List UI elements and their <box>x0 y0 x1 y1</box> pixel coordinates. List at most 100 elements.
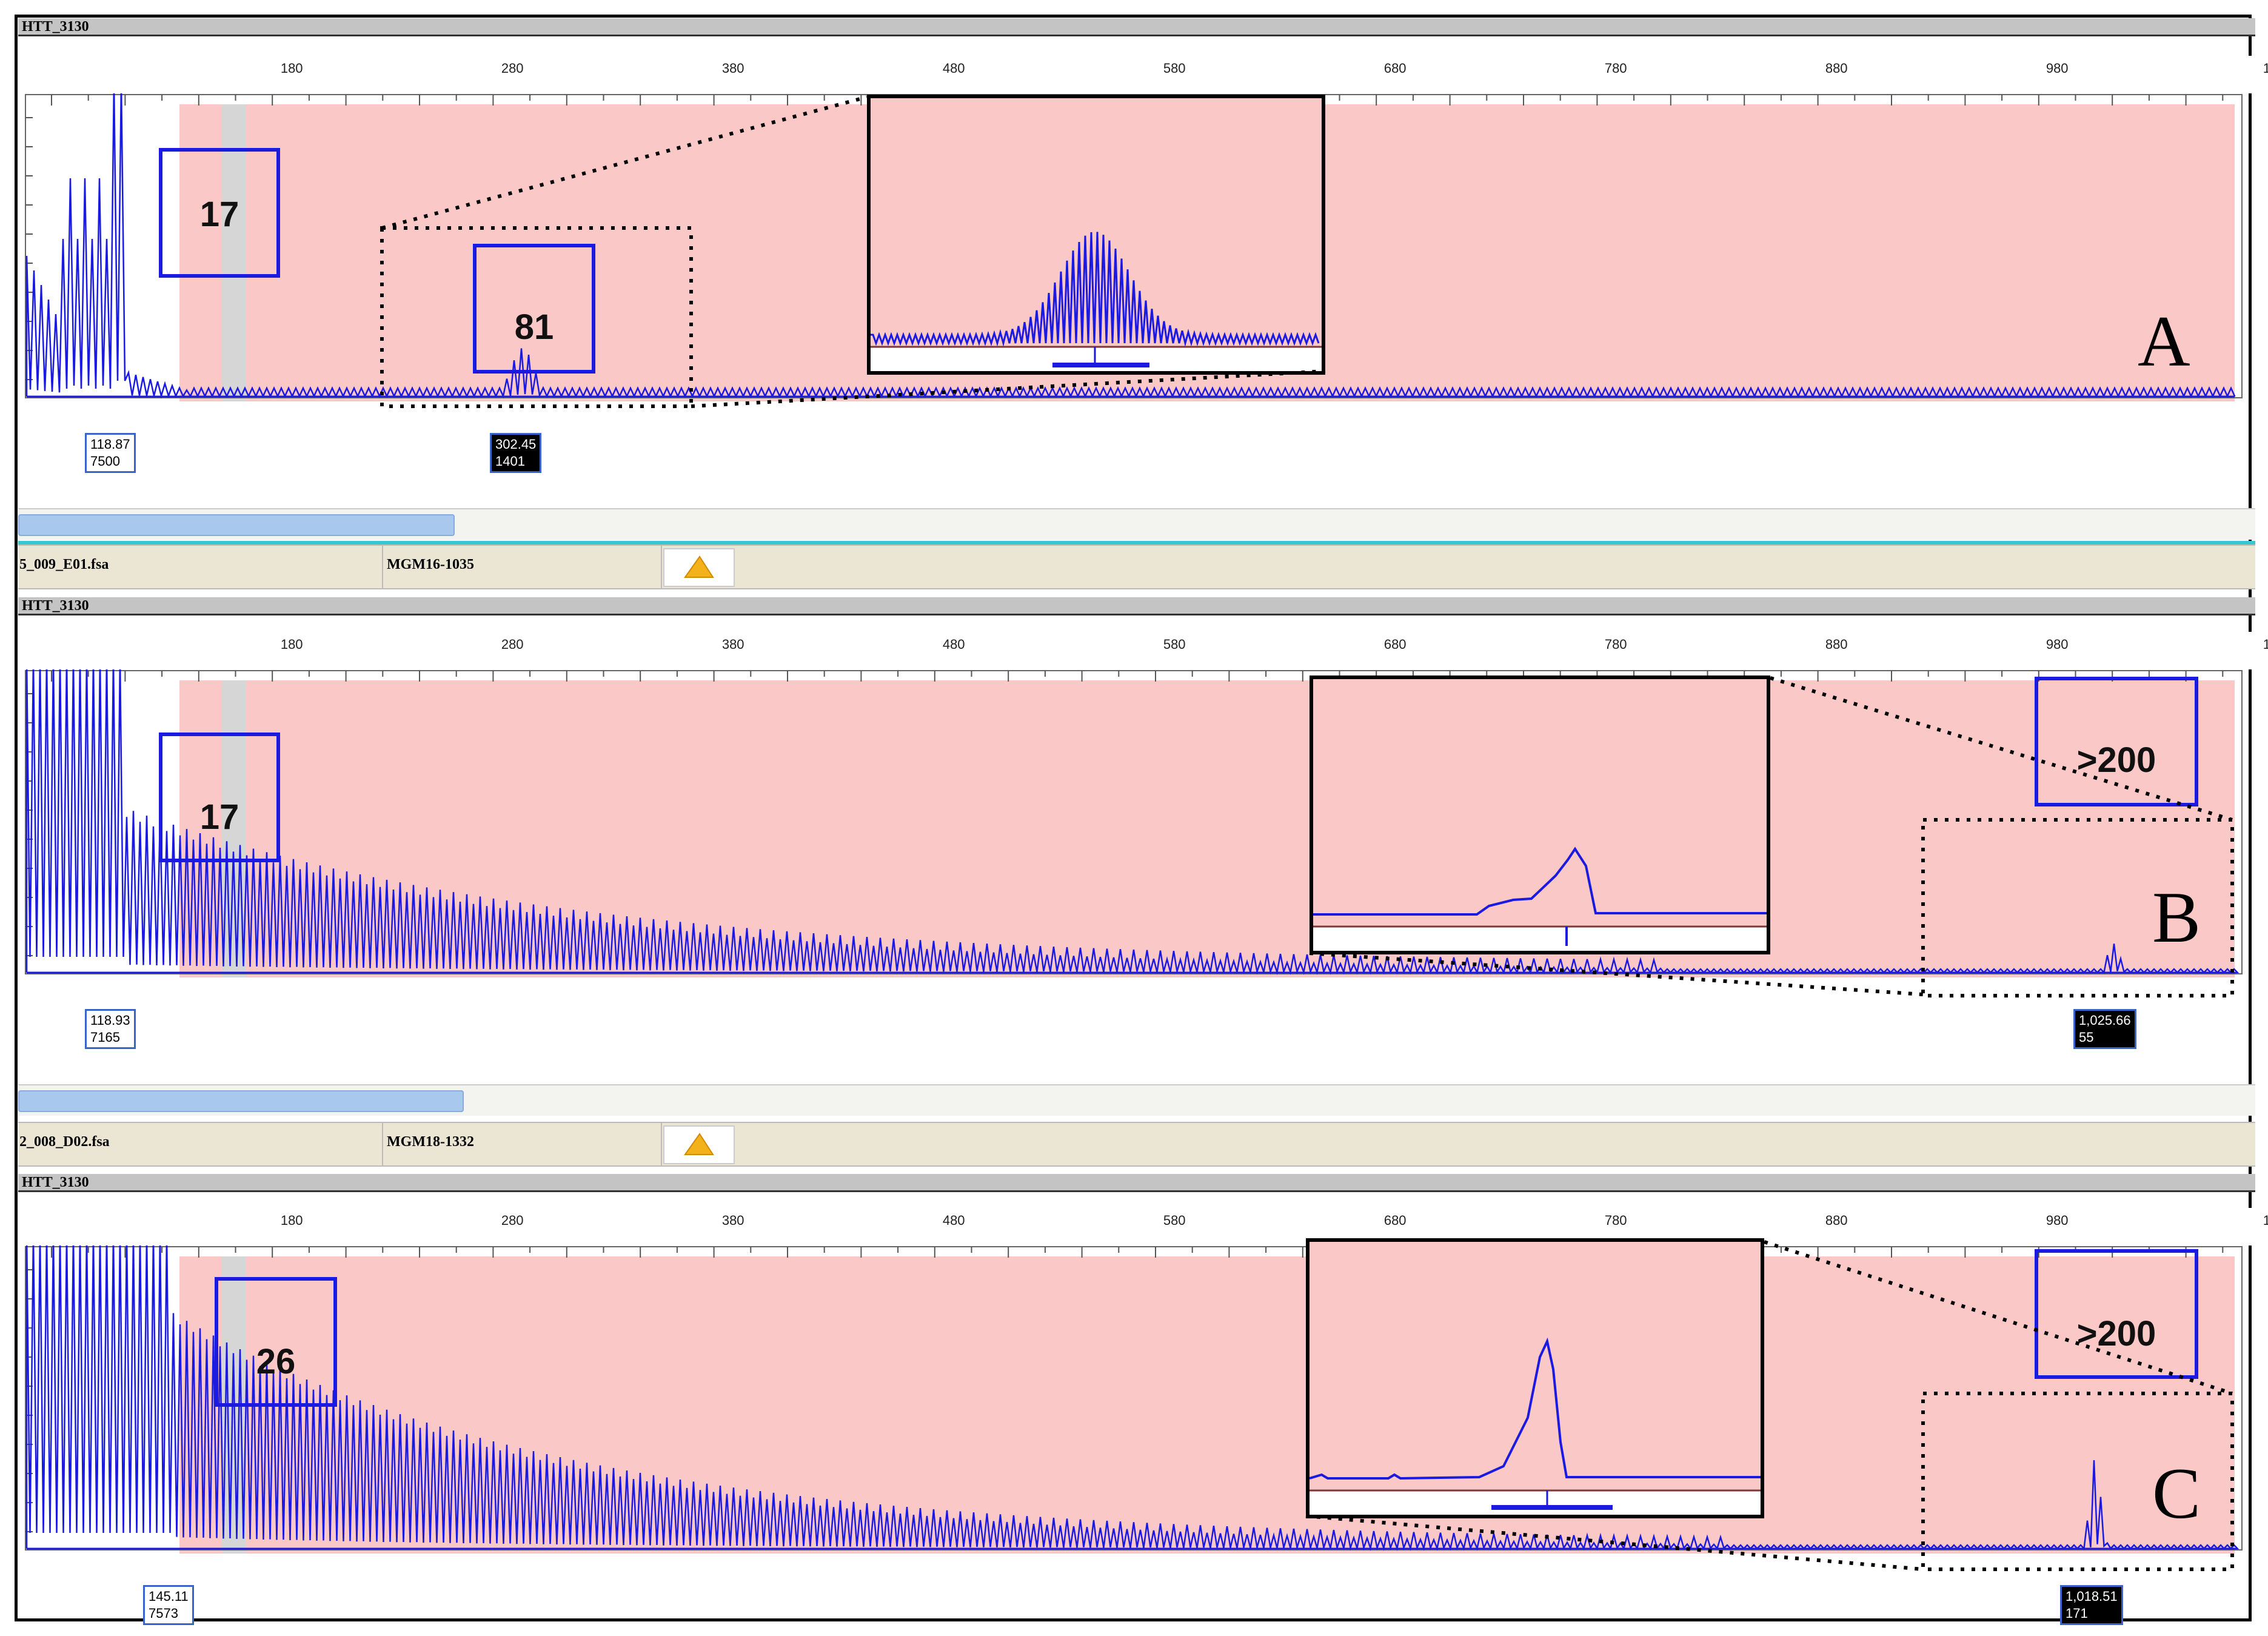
x-tick-label: 380 <box>721 61 744 76</box>
panel-a-peak-right-label[interactable]: 302.45 1401 <box>490 433 542 473</box>
inset-background <box>1313 679 1767 951</box>
x-tick-label: 880 <box>1825 1213 1848 1228</box>
panel-c-axis: 180 280 380 480 580 680 780 880 980 1080 <box>18 1208 2268 1245</box>
panel-b-axis: 180 280 380 480 580 680 780 880 980 1080 <box>18 632 2268 669</box>
inset-trace <box>871 232 1320 347</box>
panel-c-inset-svg <box>1310 1242 1761 1515</box>
panel-b-trace-svg <box>24 669 2243 997</box>
repeat-count: 26 <box>256 1342 296 1381</box>
x-tick-label: 280 <box>501 61 524 76</box>
panel-b-zoom-inset <box>1310 676 1770 954</box>
peak-size: 145.11 <box>149 1589 189 1604</box>
inset-base <box>1313 927 1767 951</box>
warning-icon <box>684 1133 714 1155</box>
x-tick-label: 580 <box>1163 637 1186 652</box>
x-tick-label: 180 <box>280 61 303 76</box>
x-tick-label: 180 <box>280 637 303 652</box>
plot-frame <box>25 1246 2243 1551</box>
panel-a-inset-svg <box>871 98 1322 371</box>
panel-b-sample-name[interactable]: MGM16-1035 <box>387 557 474 572</box>
x-tick-label: 980 <box>2046 637 2069 652</box>
repeat-box-c1: 26 <box>215 1277 337 1407</box>
warning-icon <box>684 555 714 578</box>
peak-size: 1,025.66 <box>2079 1013 2131 1028</box>
repeat-box-c2: >200 <box>2035 1249 2198 1379</box>
panel-a-header: HTT_3130 <box>18 18 2255 36</box>
panel-b-scrollbar[interactable] <box>18 1084 2255 1116</box>
strip-divider <box>382 1123 383 1167</box>
panel-c-peak-left-label[interactable]: 145.11 7573 <box>143 1585 194 1625</box>
peak-height: 171 <box>2066 1606 2088 1621</box>
x-tick-label: 480 <box>942 1213 965 1228</box>
selection-divider <box>18 541 2255 545</box>
x-tick-label: 980 <box>2046 61 2069 76</box>
panel-a-axis: 180 280 380 480 580 680 780 880 980 1080 <box>18 56 2268 93</box>
repeat-count: 17 <box>199 797 239 837</box>
x-tick-label: 680 <box>1383 61 1407 76</box>
x-tick-label: 580 <box>1163 1213 1186 1228</box>
strip-divider <box>661 546 662 589</box>
panel-c-zoom-inset <box>1306 1238 1764 1518</box>
repeat-count: >200 <box>2076 740 2156 780</box>
panel-c-sample-name[interactable]: MGM18-1332 <box>387 1134 474 1150</box>
x-tick-label: 480 <box>942 637 965 652</box>
panel-a-peak-left-label[interactable]: 118.87 7500 <box>85 433 136 473</box>
panel-c-peak-right-label[interactable]: 1,018.51 171 <box>2060 1585 2123 1625</box>
x-tick-label: 580 <box>1163 61 1186 76</box>
peak-size: 118.93 <box>90 1013 130 1028</box>
peak-size: 302.45 <box>495 437 537 452</box>
x-tick-label: 980 <box>2046 1213 2069 1228</box>
x-tick-label: 1080 <box>2263 637 2268 652</box>
repeat-count: 81 <box>514 307 554 347</box>
panel-b-warning-cell[interactable] <box>663 548 735 587</box>
panel-letter-b: B <box>2152 877 2201 957</box>
panel-c-header: HTT_3130 <box>18 1174 2255 1192</box>
panel-a-scrollbar[interactable] <box>18 508 2255 540</box>
peak-size: 118.87 <box>90 437 130 452</box>
repeat-count: >200 <box>2076 1314 2156 1353</box>
repeat-box-b2: >200 <box>2035 677 2198 806</box>
x-tick-label: 680 <box>1383 637 1407 652</box>
scroll-thumb[interactable] <box>18 514 455 536</box>
panel-b-filename[interactable]: 5_009_E01.fsa <box>19 557 109 572</box>
panel-c-title: HTT_3130 <box>22 1175 89 1190</box>
repeat-box-b1: 17 <box>159 733 280 862</box>
panel-b-title: HTT_3130 <box>22 598 89 614</box>
inset-background <box>871 98 1322 371</box>
inset-trace <box>1313 846 1767 916</box>
peak-height: 55 <box>2079 1030 2094 1045</box>
peak-height: 7573 <box>149 1606 178 1621</box>
panel-b-peak-left-label[interactable]: 118.93 7165 <box>85 1009 136 1049</box>
panel-letter-c: C <box>2152 1453 2201 1534</box>
bin-region <box>179 1256 2235 1554</box>
x-tick-label: 180 <box>280 1213 303 1228</box>
x-tick-label: 780 <box>1604 637 1627 652</box>
strip-divider <box>661 1123 662 1167</box>
panel-c-plot <box>24 1245 2243 1573</box>
panel-c-warning-cell[interactable] <box>663 1125 735 1164</box>
plot-frame <box>25 670 2243 974</box>
panel-b-peak-right-label[interactable]: 1,025.66 55 <box>2073 1009 2136 1049</box>
strip-divider <box>382 546 383 589</box>
gray-bin <box>222 104 246 401</box>
x-tick-label: 280 <box>501 1213 524 1228</box>
x-tick-label: 280 <box>501 637 524 652</box>
x-tick-label: 480 <box>942 61 965 76</box>
panel-letter-a: A <box>2138 301 2190 381</box>
repeat-box-a2: 81 <box>473 244 595 374</box>
peak-height: 7165 <box>90 1030 120 1045</box>
x-tick-label: 680 <box>1383 1213 1407 1228</box>
scroll-thumb[interactable] <box>18 1090 464 1112</box>
panel-a-title: HTT_3130 <box>22 19 89 35</box>
x-tick-label: 380 <box>721 1213 744 1228</box>
panel-b-inset-svg <box>1313 679 1767 951</box>
x-tick-label: 880 <box>1825 61 1848 76</box>
x-tick-label: 880 <box>1825 637 1848 652</box>
repeat-box-a1: 17 <box>159 148 280 278</box>
panel-b-header: HTT_3130 <box>18 597 2255 615</box>
panel-a-zoom-inset <box>867 95 1325 375</box>
panel-c-filename[interactable]: 2_008_D02.fsa <box>19 1134 110 1150</box>
peak-height: 1401 <box>495 454 525 469</box>
x-tick-label: 1080 <box>2263 1213 2268 1228</box>
inset-trace <box>1310 1337 1761 1480</box>
